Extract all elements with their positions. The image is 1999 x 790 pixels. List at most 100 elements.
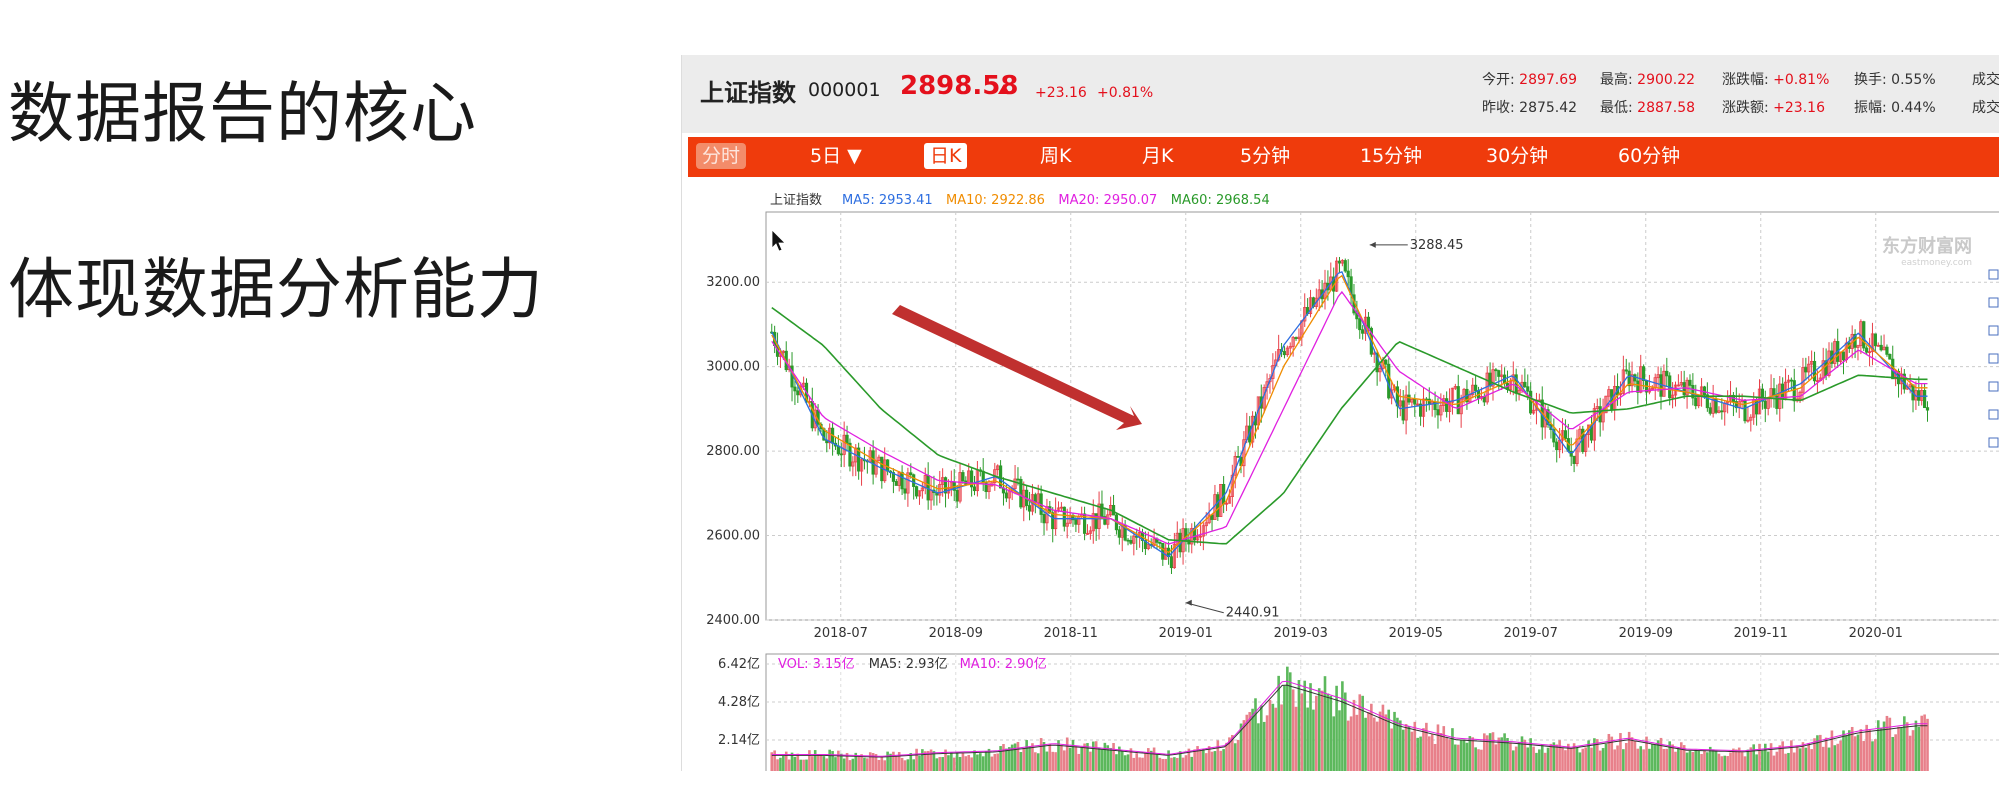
watermark-subtext: eastmoney.com (1901, 258, 1972, 268)
volume-bar (1740, 752, 1744, 771)
candle-body (1361, 329, 1365, 334)
candlestick (1317, 279, 1321, 312)
tab-6[interactable]: 5分钟 (1240, 145, 1291, 167)
quote-stat-value: 2875.42 (1514, 100, 1578, 116)
volume-bar (1616, 745, 1619, 771)
volume-bar (1459, 740, 1463, 771)
volume-bar (1772, 755, 1776, 771)
volume-bar (770, 752, 774, 771)
candle-body (972, 486, 977, 492)
candlestick (1717, 406, 1721, 414)
x-tick-label: 2019-07 (1504, 626, 1558, 641)
tab-9[interactable]: 60分钟 (1618, 145, 1681, 167)
candle-body (1563, 430, 1568, 439)
volume-bar (1013, 743, 1017, 771)
volume-bar (1039, 738, 1043, 771)
candlestick (1195, 529, 1200, 544)
volume-bar (918, 755, 921, 771)
volume-bar (1651, 744, 1654, 771)
side-checkbox (1988, 409, 1999, 420)
candlestick (1401, 390, 1405, 425)
volume-bar (1083, 743, 1086, 771)
candlestick (1439, 393, 1443, 422)
candle-body (909, 472, 913, 476)
candle-body (1569, 450, 1573, 457)
volume-bar (1763, 743, 1767, 771)
candle-body (1815, 380, 1820, 383)
candlestick (1358, 315, 1362, 339)
volume-bar (793, 756, 797, 771)
quote-stat: 涨跌幅: +0.81% (1722, 69, 1829, 89)
volume-bar (1202, 749, 1205, 771)
volume-bar (987, 748, 991, 771)
candlestick (1682, 370, 1686, 399)
candlestick (1676, 374, 1680, 387)
candle-body (1378, 367, 1382, 373)
candlestick (1537, 393, 1541, 402)
candle-body (1688, 379, 1692, 386)
volume-bar (1462, 739, 1466, 771)
volume-bar (976, 754, 979, 771)
candlestick (1453, 383, 1457, 391)
candlestick (1714, 396, 1718, 415)
volume-ma-line (771, 680, 1928, 757)
volume-bar (1775, 751, 1779, 771)
candlestick (1601, 398, 1605, 431)
candlestick (839, 442, 843, 468)
volume-bar (1497, 737, 1501, 771)
candlestick (1361, 325, 1365, 340)
volume-bar (1115, 754, 1118, 771)
volume-bar (1590, 747, 1593, 771)
volume-bar (1184, 755, 1188, 771)
quote-stat-value: 0.44% (1886, 100, 1936, 116)
volume-bar (1010, 744, 1014, 771)
tab-3[interactable]: 日K (924, 143, 968, 169)
candle-body (1529, 390, 1533, 414)
candlestick (793, 380, 797, 406)
volume-bar (1352, 699, 1356, 771)
candle-body (1856, 345, 1860, 348)
candlestick (1624, 358, 1628, 375)
volume-bar (1309, 683, 1312, 771)
volume-bar (1787, 752, 1790, 771)
candlestick (1071, 512, 1075, 527)
candle-body (859, 459, 864, 472)
volume-bar (1865, 724, 1868, 771)
volume-bar (883, 760, 887, 771)
candle-body (1022, 489, 1026, 508)
candlestick (1216, 491, 1220, 521)
volume-bar (822, 756, 826, 771)
annotation-arrowhead (1369, 241, 1376, 248)
tab-4[interactable]: 周K (1040, 145, 1072, 167)
legend-entry-ma5: MA5: 2953.41 (842, 193, 933, 208)
candlestick (1598, 397, 1602, 437)
volume-bar (1766, 751, 1770, 771)
candlestick (1346, 259, 1350, 289)
volume-bar (1688, 750, 1692, 771)
candlestick (1841, 351, 1846, 375)
tab-2[interactable]: 5日 ▼ (810, 145, 862, 167)
tab-1[interactable]: 分时 (696, 143, 747, 169)
candle-body (1450, 387, 1455, 403)
candlestick (1760, 383, 1764, 410)
annotation-arrowhead (1185, 599, 1192, 606)
candlestick (1114, 513, 1119, 535)
volume-bar (993, 753, 997, 771)
volume-bar (811, 756, 814, 771)
candle-body (1132, 535, 1136, 544)
quote-stat: 最高: 2900.22 (1600, 69, 1695, 89)
volume-bar (1746, 749, 1750, 771)
tab-5[interactable]: 月K (1142, 145, 1174, 167)
candlestick (1789, 377, 1793, 392)
candle-body (903, 488, 907, 494)
tab-8[interactable]: 30分钟 (1486, 145, 1549, 167)
candlestick (1865, 345, 1869, 356)
volume-bar (1827, 747, 1831, 771)
volume-bar (1312, 709, 1315, 771)
candle-body (900, 471, 904, 490)
volume-bar (1005, 748, 1008, 771)
candle-body (1572, 455, 1576, 464)
tab-7[interactable]: 15分钟 (1360, 145, 1423, 167)
candlestick (894, 479, 898, 486)
candle-body (1720, 410, 1724, 413)
